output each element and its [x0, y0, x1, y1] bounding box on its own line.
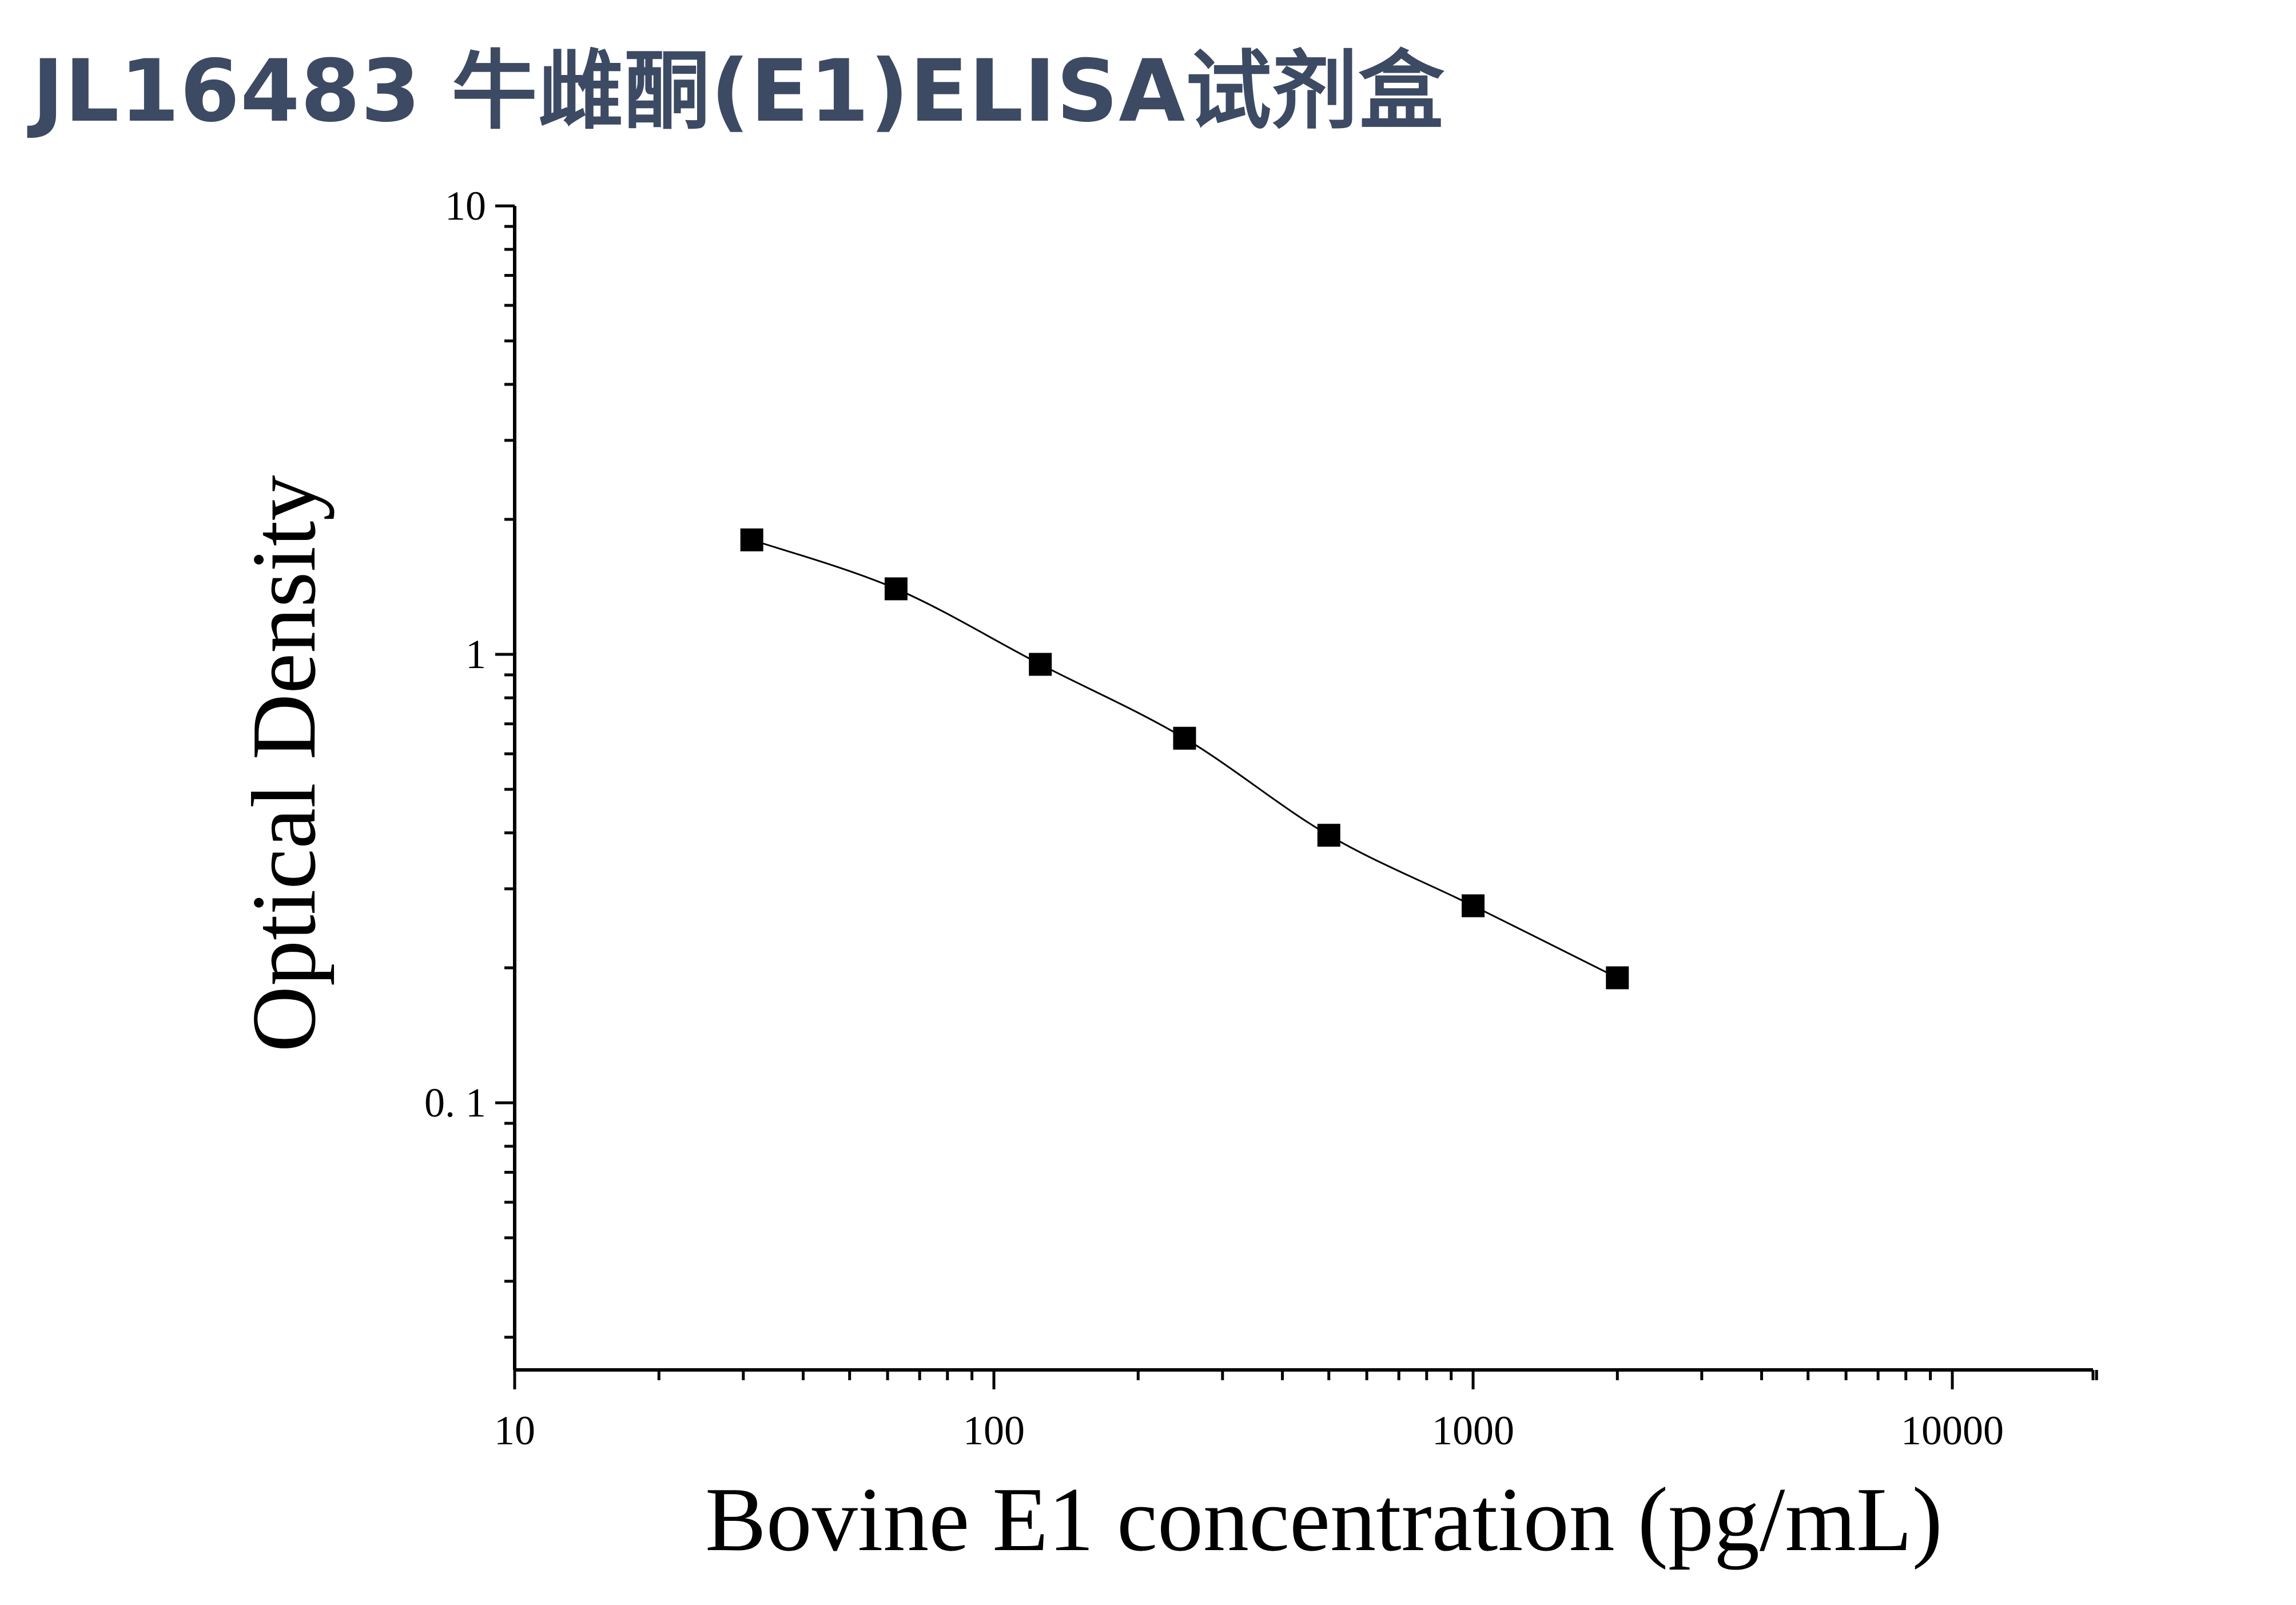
page-title: JL16483 牛雌酮(E1)ELISA试剂盒 — [32, 42, 1445, 141]
data-point — [884, 577, 908, 601]
x-tick-label: 10000 — [1901, 1408, 2004, 1453]
plot-area: 10 1 0. 1 10 100 1000 10000 — [424, 183, 2098, 1453]
fit-curve — [751, 539, 1618, 979]
y-axis-title: Optical Density — [233, 475, 335, 1052]
data-point — [1606, 966, 1629, 990]
data-point — [1317, 824, 1340, 847]
data-point — [1029, 653, 1052, 676]
data-point — [740, 528, 763, 551]
y-tick-label: 1 — [465, 631, 486, 677]
x-tick-label: 100 — [963, 1408, 1025, 1453]
x-tick-label: 1000 — [1432, 1408, 1514, 1453]
data-point — [1173, 726, 1196, 750]
x-axis-title: Bovine E1 concentration (pg/mL) — [705, 1468, 1943, 1570]
y-tick-label: 0. 1 — [424, 1080, 486, 1126]
x-tick-label: 10 — [494, 1408, 535, 1453]
y-tick-label: 10 — [445, 183, 486, 229]
data-point — [1462, 894, 1485, 917]
